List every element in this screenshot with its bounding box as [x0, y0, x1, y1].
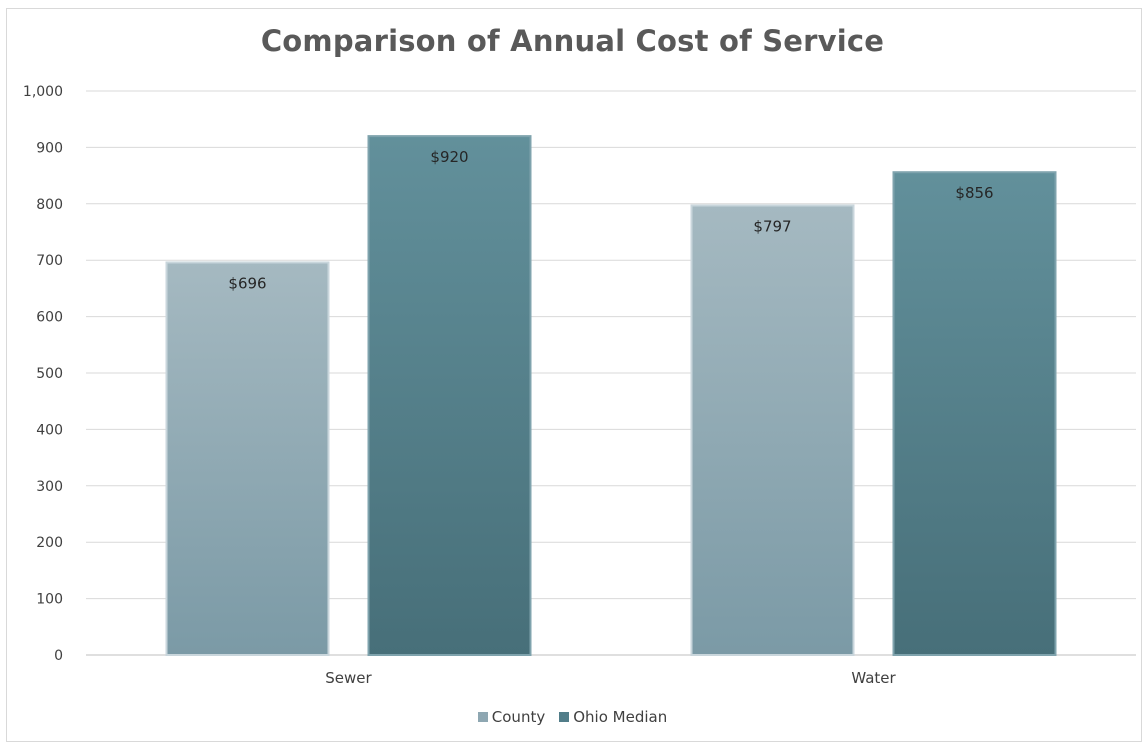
legend-item-county: County	[477, 708, 546, 726]
y-tick-label: 300	[36, 479, 63, 495]
legend-label-ohio-median: Ohio Median	[573, 708, 668, 726]
y-tick-label: 500	[36, 366, 63, 382]
y-tick-label: 900	[36, 140, 63, 156]
x-tick-label: Sewer	[325, 669, 372, 687]
legend-item-ohio-median: Ohio Median	[559, 708, 667, 726]
y-tick-label: 0	[54, 648, 63, 664]
bar-ohio-median-sewer	[367, 135, 532, 656]
y-tick-label: 800	[36, 197, 63, 213]
y-tick-label: 600	[36, 310, 63, 326]
y-tick-label: 700	[36, 253, 63, 269]
legend-label-county: County	[491, 708, 546, 726]
data-label-county-sewer: $696	[228, 274, 266, 292]
legend-swatch-ohio-median	[559, 712, 570, 722]
bar-ohio-median-water	[892, 171, 1057, 656]
bar-county-sewer	[165, 261, 330, 656]
y-tick-label: 200	[36, 535, 63, 551]
data-label-county-water: $797	[753, 217, 791, 235]
y-tick-label: 1,000	[23, 84, 63, 100]
chart-title: Comparison of Annual Cost of Service	[260, 24, 885, 58]
y-tick-label: 100	[36, 592, 63, 608]
bar-county-water	[690, 204, 855, 656]
y-tick-label: 400	[36, 422, 63, 438]
x-tick-label: Water	[851, 669, 896, 687]
data-label-ohio-median-water: $856	[955, 184, 993, 202]
chart-legend: County Ohio Median	[0, 708, 1145, 726]
data-label-ohio-median-sewer: $920	[430, 148, 468, 166]
legend-swatch-county	[477, 712, 488, 722]
